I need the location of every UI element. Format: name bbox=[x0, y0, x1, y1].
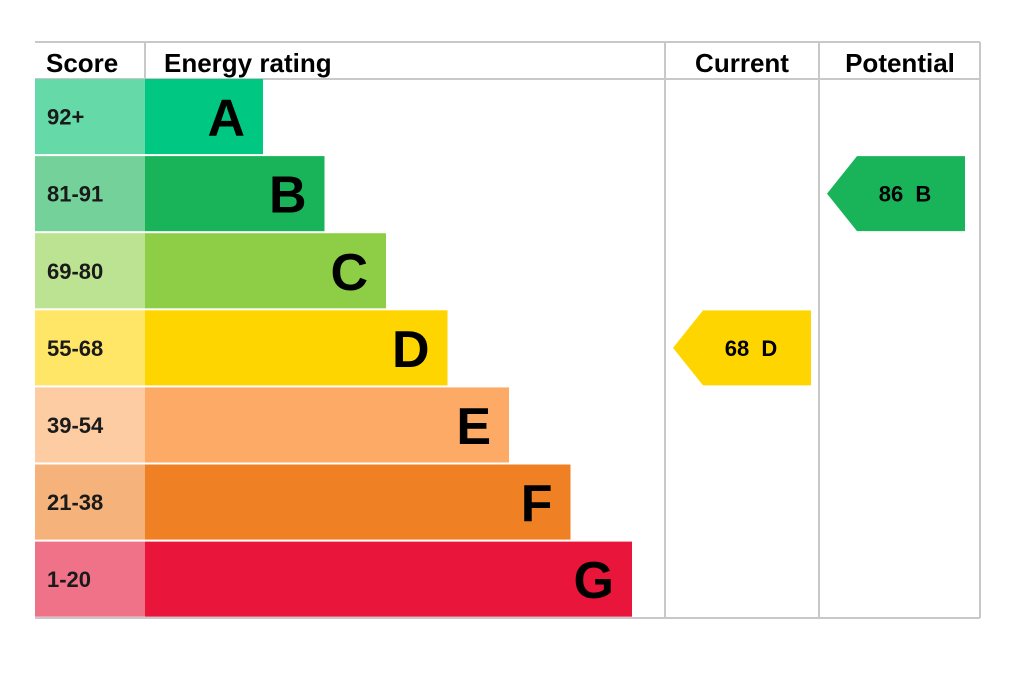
rating-bar-a bbox=[145, 79, 263, 155]
current-rating-arrow bbox=[673, 310, 811, 386]
header-potential: Potential bbox=[845, 48, 955, 78]
score-range-a: 92+ bbox=[47, 105, 84, 130]
potential-rating-arrow bbox=[827, 156, 965, 232]
rating-indicators: 68 D 86 B bbox=[673, 156, 965, 386]
score-range-f: 21-38 bbox=[47, 490, 103, 515]
score-range-g: 1-20 bbox=[47, 567, 91, 592]
score-range-c: 69-80 bbox=[47, 259, 103, 284]
rating-letter-b: B bbox=[269, 167, 307, 225]
rating-bar-e bbox=[145, 387, 509, 463]
rating-letter-e: E bbox=[456, 398, 491, 456]
score-range-e: 39-54 bbox=[47, 413, 104, 438]
rating-letter-c: C bbox=[330, 244, 368, 302]
score-cell-f bbox=[35, 464, 145, 540]
rating-bands: 92+ A 81-91 B 69-80 C 55-68 D 39-54 E 21-38 F 1-20 G bbox=[35, 79, 632, 617]
current-rating-label: 68 D bbox=[725, 336, 778, 361]
rating-letter-d: D bbox=[392, 321, 430, 379]
header-current: Current bbox=[695, 48, 789, 78]
rating-bar-g bbox=[145, 541, 632, 617]
score-range-d: 55-68 bbox=[47, 336, 103, 361]
score-cell-e bbox=[35, 387, 145, 463]
rating-letter-a: A bbox=[207, 90, 245, 148]
score-cell-a bbox=[35, 79, 145, 155]
rating-letter-f: F bbox=[521, 475, 553, 533]
rating-bar-c bbox=[145, 233, 386, 309]
score-cell-c bbox=[35, 233, 145, 309]
rating-bar-f bbox=[145, 464, 571, 540]
rating-bar-b bbox=[145, 156, 325, 232]
rating-bar-d bbox=[145, 310, 448, 386]
score-range-b: 81-91 bbox=[47, 182, 103, 207]
score-cell-b bbox=[35, 156, 145, 232]
score-cell-g bbox=[35, 541, 145, 617]
score-cell-d bbox=[35, 310, 145, 386]
potential-rating-label: 86 B bbox=[879, 182, 932, 207]
rating-letter-g: G bbox=[574, 552, 614, 610]
header-score: Score bbox=[46, 48, 118, 78]
header-energy-rating: Energy rating bbox=[164, 48, 332, 78]
